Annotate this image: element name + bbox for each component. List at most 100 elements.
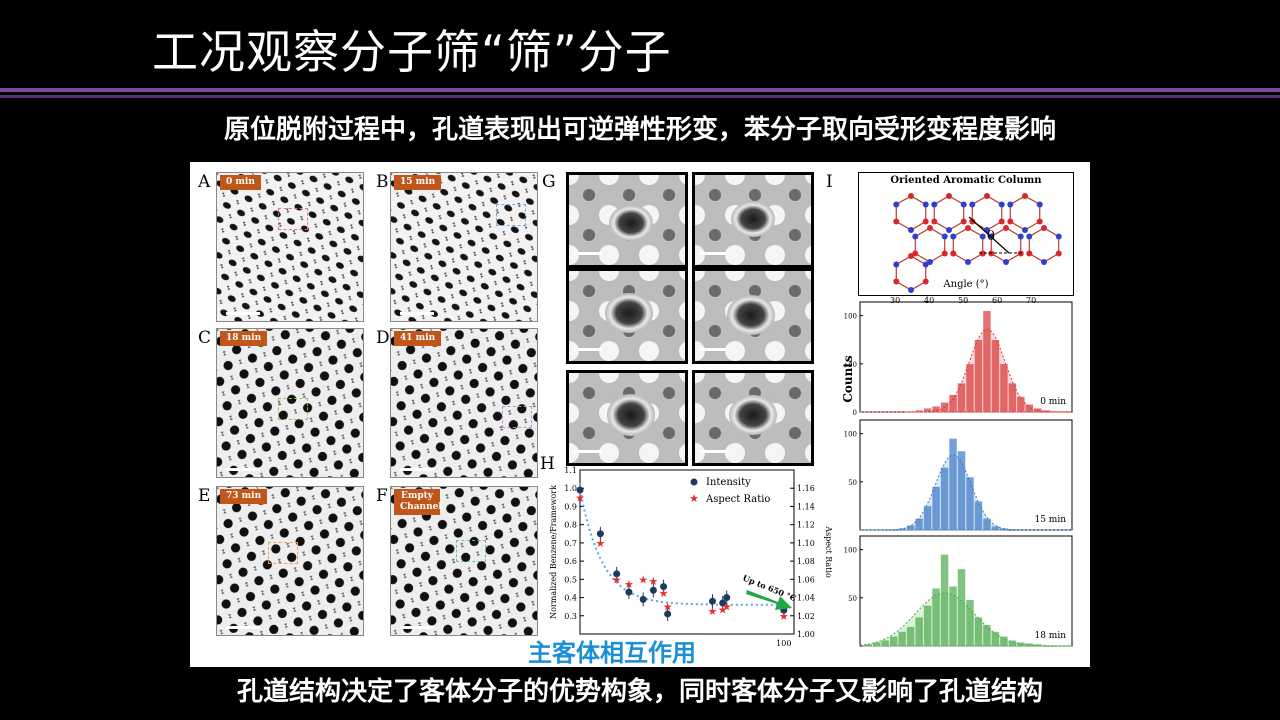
aspect-ratio-point: ★ [663,601,673,614]
intensity-point [613,570,621,578]
framework-atom [946,193,952,199]
y-tick-label: 0.8 [564,521,577,530]
angle-histograms: 0 50 100 0 min 50 100 15 min 50 100 18 min [844,301,1073,647]
framework-atom [922,201,929,208]
framework-atom [893,261,900,268]
framework-atom [1003,259,1009,265]
scale-bar-c [226,468,260,471]
framework-atom [950,250,957,257]
slide-subtitle: 原位脱附过程中，孔道表现出可逆弹性形变，苯分子取向受形变程度影响 [223,115,1056,145]
inset-tick-label: 70 [1026,296,1037,305]
framework-atom [998,218,1005,225]
inset-xlabel: Angle (°) [943,279,989,290]
framework-atom [927,225,933,231]
framework-atom [893,201,900,208]
hist-bar [948,586,958,647]
scale-bar-e [226,626,260,629]
scale-bar-f [400,626,434,629]
bottom-caption: 孔道结构决定了客体分子的优势构象，同时客体分子又影响了孔道结构 [236,677,1043,707]
hist-bar [982,310,992,413]
hist-series-label: 15 min [1034,515,1066,525]
framework-atom [979,250,986,257]
hist-y-tick: 50 [848,361,857,369]
framework-atom [1026,250,1033,257]
hist-fit [859,592,1072,647]
framework-atom [1041,259,1047,265]
y2-tick-label: 1.16 [797,484,815,493]
framework-atom [1007,218,1014,225]
framework-atom [1036,201,1043,208]
framework-atom [1036,218,1043,225]
framework-atom [908,253,914,259]
hist-bar [1008,639,1017,647]
roi-box-a [278,208,308,230]
panel-label-i: I [826,172,833,192]
framework-atom [922,261,929,268]
legend-aspect-label: Aspect Ratio [705,494,770,505]
y-tick-label: 0.3 [564,612,577,621]
scale-bar-a [226,312,260,315]
aspect-ratio-point: ★ [648,575,658,588]
aspect-ratio-point: ★ [612,573,622,586]
crop-73min [566,370,688,466]
y2-axis-label: Aspect Ratio [824,525,832,578]
hist-bar [957,568,966,647]
y2-tick-label: 1.02 [797,612,815,621]
y-tick-label: 0.9 [564,502,577,511]
framework-atom [941,233,948,240]
hist-bar [880,639,890,647]
intensity-point [649,586,657,594]
hist-bar [982,518,992,531]
roi-box-f [456,540,486,562]
time-tag-d: 41 min [394,331,442,346]
framework-atom [969,218,976,225]
framework-atom [1007,201,1014,208]
framework-ring [952,227,984,263]
aspect-ratio-point: ★ [659,587,669,600]
framework-atom [1041,225,1047,231]
hist-bar [974,339,983,413]
panel-label-h: H [540,454,555,474]
hist-y-tick: 0 [853,409,857,417]
tem-image-b [390,172,538,322]
framework-atom [1055,233,1062,240]
aspect-ratio-point: ★ [575,491,585,504]
hist-bar [906,524,915,531]
roi-box-c [278,398,308,420]
y-tick-label: 0.7 [564,539,577,548]
framework-atom [965,259,971,265]
time-tag-a: 0 min [220,175,261,190]
tem-image-a [216,172,364,322]
crop-0min [566,172,688,268]
crop-scale-3 [700,348,728,351]
crop-scale-4 [574,450,602,453]
roi-box-b [496,204,526,226]
framework-atom [965,225,971,231]
framework-atom [969,201,976,208]
framework-ring [1009,195,1041,231]
crop-15min [692,172,814,268]
framework-ring [933,195,965,231]
panel-label-f: F [376,486,388,506]
hist-bar [974,500,983,531]
aspect-ratio-point: ★ [718,603,728,616]
framework-atom [950,233,957,240]
intensity-point [596,530,604,538]
hist-y-tick: 50 [848,595,857,603]
framework-atom [941,250,948,257]
hist-fit [860,454,1072,531]
inset-tick-label: 30 [890,296,901,305]
aspect-ratio-point: ★ [722,601,732,614]
y2-tick-label: 1.12 [797,521,815,530]
inset-tick-label: 40 [924,296,935,305]
panel-label-b: B [376,172,389,192]
tem-image-e [216,486,364,636]
intensity-point [719,599,727,607]
framework-atom [979,233,986,240]
y-tick-label: 0.6 [564,557,577,566]
slide-title: 工况观察分子筛“筛”分子 [152,25,672,79]
framework-ring [1028,227,1060,263]
crop-scale-0 [574,252,602,255]
hist-y-tick: 50 [848,479,857,487]
framework-atom [912,233,919,240]
